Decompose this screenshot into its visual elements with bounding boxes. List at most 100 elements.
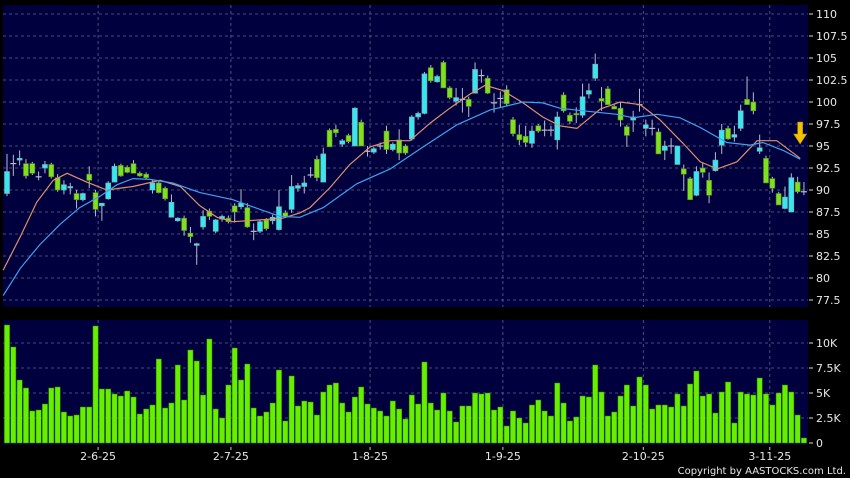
candle-body	[535, 125, 542, 132]
candle-body	[415, 113, 421, 118]
volume-bar	[636, 376, 643, 444]
candle-body	[503, 89, 510, 105]
candle-body	[522, 136, 529, 143]
volume-bar	[61, 411, 67, 444]
candle-body	[244, 207, 251, 228]
candle-body	[383, 130, 390, 150]
price-tick-label: 97.5	[816, 118, 841, 131]
volume-bar	[541, 410, 548, 444]
volume-bar	[212, 408, 219, 444]
volume-bar	[680, 405, 687, 444]
volume-bar	[174, 364, 181, 444]
volume-bar	[143, 408, 150, 444]
volume-bar	[459, 405, 466, 444]
candle-body	[706, 180, 712, 196]
candle-body	[4, 171, 10, 194]
volume-bar	[718, 391, 725, 444]
volume-bar	[567, 420, 573, 444]
volume-bar	[162, 407, 168, 444]
volume-bar	[42, 403, 48, 444]
volume-bar	[503, 425, 510, 444]
candle-body	[712, 159, 719, 171]
volume-bar	[35, 409, 42, 444]
volume-tick-label: 5K	[816, 387, 831, 400]
volume-bar	[16, 379, 23, 444]
candle-body	[231, 205, 238, 213]
candle-body	[288, 186, 295, 210]
volume-bar	[314, 414, 320, 444]
volume-bar	[478, 393, 485, 444]
candle-body	[434, 76, 440, 83]
candle-body	[605, 88, 611, 105]
volume-bar	[497, 406, 504, 444]
candle-body	[775, 193, 782, 206]
candle-body	[643, 124, 649, 129]
candle-body	[212, 219, 219, 232]
volume-bar	[699, 395, 706, 444]
volume-bar	[187, 349, 194, 444]
volume-bar	[586, 396, 592, 444]
volume-bar	[642, 384, 649, 444]
volume-bar	[345, 411, 352, 444]
volume-bar	[440, 392, 447, 444]
volume-bar	[535, 399, 542, 444]
volume-bar	[149, 404, 156, 444]
volume-bar	[725, 381, 731, 444]
candle-body	[446, 87, 453, 98]
volume-bar	[105, 388, 112, 444]
candle-body	[472, 69, 478, 94]
candle-body	[282, 212, 289, 217]
candle-body	[333, 128, 339, 134]
down-arrow-icon	[793, 121, 808, 145]
moving-average-ma_short	[2, 84, 801, 271]
candle-body	[510, 119, 516, 134]
volume-bar	[592, 364, 599, 444]
candle-body	[661, 145, 668, 151]
volume-tick-label: 10K	[816, 337, 838, 350]
price-tick-label: 85	[816, 228, 830, 241]
date-tick-label: 1-9-25	[485, 450, 521, 463]
candle-body	[137, 172, 143, 177]
volume-bar	[364, 403, 371, 444]
candle-body	[42, 164, 48, 169]
volume-bar	[744, 393, 750, 444]
candle-body	[193, 243, 200, 246]
candle-body	[674, 145, 681, 165]
price-tick-label: 110	[816, 8, 837, 21]
candle-body	[737, 110, 744, 129]
candle-body	[149, 182, 156, 191]
volume-bar	[377, 410, 384, 444]
candle-body	[586, 90, 592, 95]
volume-bar	[244, 363, 251, 444]
candle-body	[598, 98, 605, 102]
candle-body	[301, 182, 308, 187]
volume-bar	[484, 392, 491, 444]
candle-body	[174, 217, 181, 222]
candle-body	[73, 193, 80, 200]
volume-bar	[674, 393, 681, 444]
volume-bar	[4, 324, 10, 444]
candle-body	[794, 181, 801, 193]
candle-body	[371, 148, 377, 153]
moving-average-ma_long	[2, 101, 801, 296]
candle-body	[687, 178, 693, 200]
volume-bar	[111, 393, 118, 444]
volume-bar	[389, 400, 396, 444]
candle-body	[320, 153, 327, 183]
volume-bar	[731, 422, 738, 444]
candle-body	[554, 116, 561, 141]
price-tick-label: 100	[816, 96, 837, 109]
volume-bar	[263, 411, 270, 444]
volume-bar	[250, 407, 257, 444]
volume-bar	[48, 387, 55, 444]
volume-bar	[383, 415, 390, 444]
price-panel	[3, 5, 808, 307]
volume-bar	[124, 390, 131, 444]
volume-bar	[29, 410, 36, 444]
date-tick-label: 2-7-25	[213, 450, 249, 463]
volume-bar	[320, 391, 327, 444]
price-tick-label: 95	[816, 140, 830, 153]
candle-body	[111, 165, 118, 183]
volume-bar	[73, 414, 80, 444]
volume-bar	[611, 411, 618, 444]
